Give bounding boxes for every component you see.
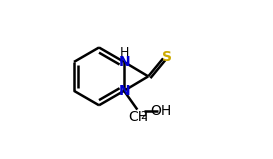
Text: N: N bbox=[119, 84, 130, 98]
Text: 2: 2 bbox=[140, 111, 146, 121]
Text: S: S bbox=[162, 50, 171, 64]
Text: N: N bbox=[119, 55, 130, 69]
Text: CH: CH bbox=[128, 110, 148, 124]
Text: OH: OH bbox=[150, 104, 171, 118]
Text: H: H bbox=[120, 46, 129, 59]
